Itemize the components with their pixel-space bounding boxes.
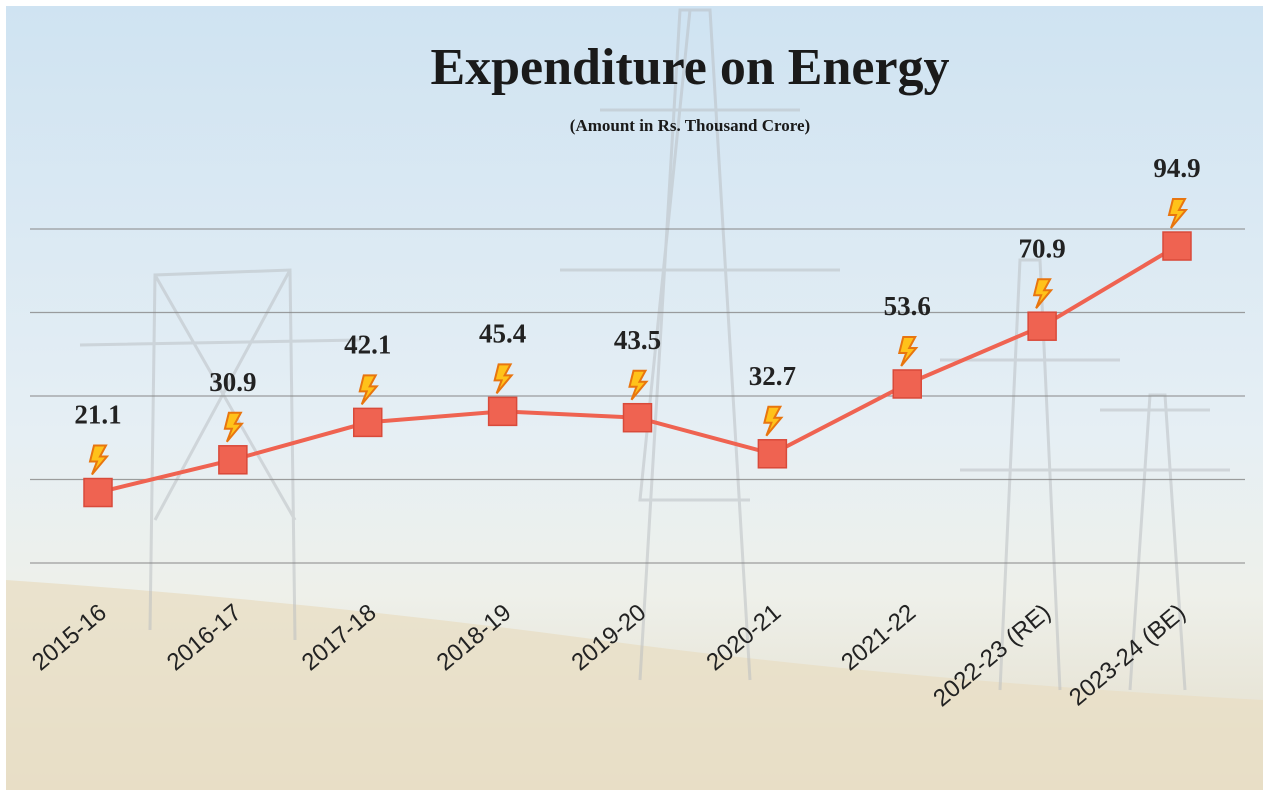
- value-label: 43.5: [614, 325, 661, 355]
- value-label: 32.7: [749, 361, 796, 391]
- marker: [624, 404, 652, 432]
- chart-title: Expenditure on Energy: [430, 39, 949, 96]
- value-label: 94.9: [1153, 153, 1200, 183]
- marker: [1028, 312, 1056, 340]
- value-label: 42.1: [344, 330, 391, 360]
- marker: [893, 370, 921, 398]
- marker: [489, 397, 517, 425]
- value-label: 21.1: [74, 400, 121, 430]
- page: Expenditure on Energy (Amount in Rs. Tho…: [0, 0, 1269, 796]
- marker: [1163, 232, 1191, 260]
- chart: Expenditure on Energy (Amount in Rs. Tho…: [0, 0, 1269, 796]
- marker: [84, 479, 112, 507]
- marker: [219, 446, 247, 474]
- value-label: 30.9: [209, 367, 256, 397]
- value-label: 45.4: [479, 319, 526, 349]
- marker: [758, 440, 786, 468]
- value-label: 53.6: [884, 291, 931, 321]
- marker: [354, 408, 382, 436]
- value-label: 70.9: [1019, 233, 1066, 263]
- chart-subtitle: (Amount in Rs. Thousand Crore): [570, 116, 810, 135]
